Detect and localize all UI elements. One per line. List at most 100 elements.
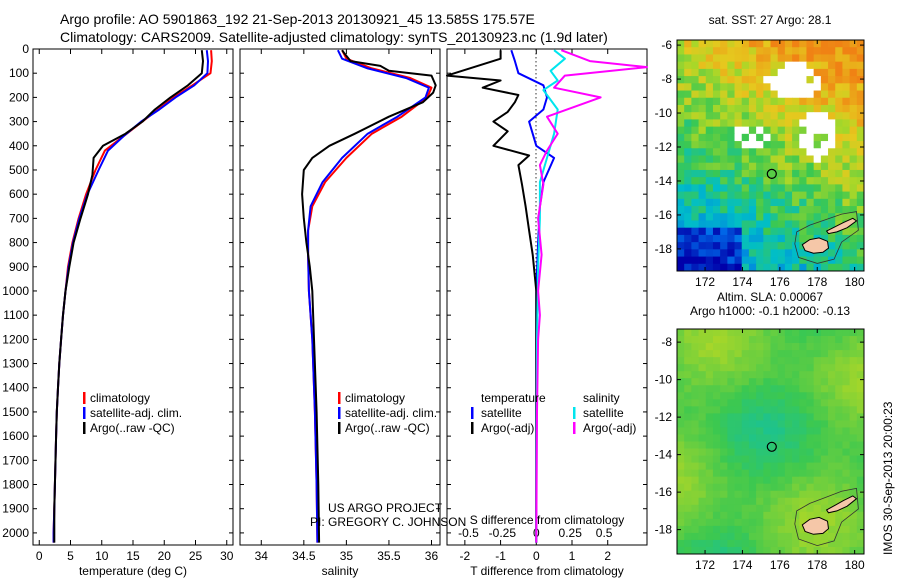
map-cell — [770, 427, 779, 435]
map-cell — [677, 54, 685, 63]
map-cell — [856, 141, 864, 149]
t-difference-axis-label: T difference from climatology — [470, 564, 624, 578]
map-cell — [712, 54, 721, 63]
map-cell — [770, 406, 779, 414]
map-cell — [849, 133, 858, 142]
map-cell — [856, 511, 864, 520]
map-cell — [828, 518, 836, 527]
map-cell — [828, 40, 836, 48]
map-cell — [684, 54, 692, 63]
map-cell — [677, 40, 685, 48]
map-cell — [691, 256, 699, 265]
map-cell — [763, 546, 771, 554]
map-cell — [813, 532, 822, 541]
map-cell — [835, 119, 843, 128]
map-cell — [828, 399, 836, 407]
map-cell — [698, 504, 707, 513]
map-cell — [813, 392, 822, 400]
map-cell — [849, 350, 858, 358]
salinity-axis-label: salinity — [322, 564, 359, 578]
map-cell — [835, 249, 843, 257]
map-x-tick-label: 178 — [807, 558, 827, 572]
map-cell — [820, 112, 829, 120]
map-cell — [806, 329, 815, 337]
map-cell — [705, 476, 714, 485]
map-cell — [734, 434, 743, 442]
map-cell — [691, 47, 699, 55]
map-cell — [684, 441, 692, 449]
map-cell — [698, 112, 707, 120]
map-cell — [720, 392, 728, 400]
map-cell — [691, 518, 699, 527]
map-cell — [705, 249, 714, 257]
map-cell — [741, 126, 750, 135]
map-cell — [770, 104, 779, 113]
map-cell — [777, 441, 786, 449]
map-cell — [763, 206, 771, 214]
legend-label-argo: Argo(..raw -QC) — [345, 421, 430, 435]
map-cell — [712, 112, 721, 120]
map-cell — [684, 263, 692, 271]
map-cell — [698, 525, 707, 534]
map-cell — [842, 329, 851, 337]
map-cell — [784, 504, 793, 513]
map-cell — [691, 371, 699, 379]
map-cell — [770, 511, 779, 520]
map-cell — [777, 364, 786, 372]
map-cell — [763, 256, 771, 265]
map-cell — [677, 104, 685, 113]
map-cell — [712, 350, 721, 358]
map-cell — [835, 441, 843, 449]
map-cell — [727, 47, 735, 55]
map-cell — [756, 539, 764, 548]
map-cell — [820, 483, 829, 492]
map-cell — [734, 220, 743, 229]
map-cell — [813, 385, 822, 393]
map-cell — [777, 413, 786, 421]
map-cell — [691, 169, 699, 178]
map-cell — [720, 455, 728, 463]
map-cell — [741, 184, 750, 192]
map-cell — [792, 476, 800, 485]
map-cell — [677, 476, 685, 485]
map-cell — [770, 462, 779, 471]
map-cell — [820, 191, 829, 200]
map-cell — [734, 357, 743, 365]
map-cell — [741, 249, 750, 257]
map-cell — [748, 104, 757, 113]
map-cell — [849, 392, 858, 400]
map-cell — [849, 518, 858, 527]
map-cell — [856, 68, 864, 77]
salinity-legend: climatology satellite-adj. clim. Argo(..… — [338, 391, 437, 435]
map-cell — [677, 119, 685, 128]
map-cell — [720, 263, 728, 271]
map-cell — [720, 76, 728, 84]
map-cell — [763, 462, 771, 471]
map-cell — [712, 220, 721, 229]
map-cell — [784, 112, 793, 120]
map-cell — [756, 220, 764, 229]
map-cell — [756, 336, 764, 344]
map-cell — [777, 490, 786, 499]
map-cell — [835, 104, 843, 113]
map-cell — [784, 61, 793, 70]
map-cell — [777, 357, 786, 365]
map-cell — [849, 184, 858, 192]
map-cell — [784, 539, 793, 548]
map-cell — [734, 155, 743, 164]
map-cell — [806, 399, 815, 407]
map-cell — [835, 455, 843, 463]
map-cell — [684, 220, 692, 229]
map-cell — [799, 406, 807, 414]
series-line-climatology — [307, 49, 433, 543]
map-cell — [756, 213, 764, 221]
difference-series — [446, 49, 648, 543]
x-tick-label: 5 — [67, 549, 74, 563]
map-cell — [677, 441, 685, 449]
map-cell — [777, 169, 786, 178]
map-cell — [727, 343, 735, 351]
map-cell — [756, 119, 764, 128]
map-cell — [770, 97, 779, 106]
map-cell — [727, 546, 735, 554]
map-x-tick-label: 174 — [732, 275, 752, 289]
